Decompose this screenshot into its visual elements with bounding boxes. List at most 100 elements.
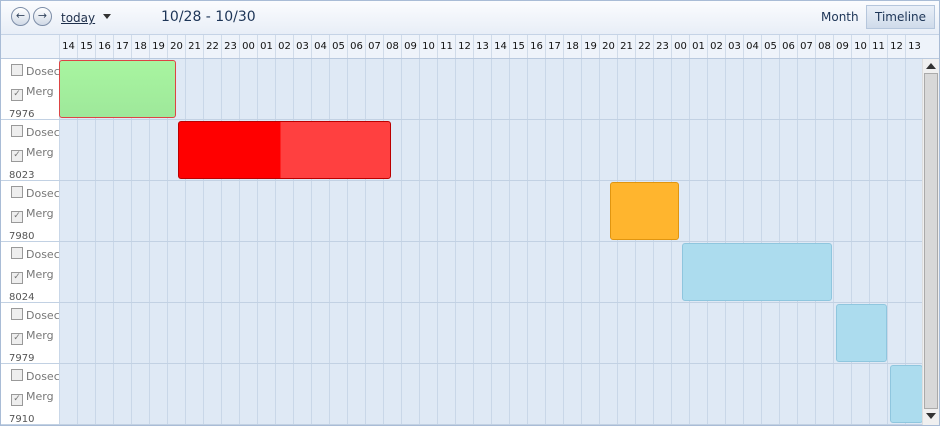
resource-row: Dosec ✓ Merg 7976 [1,59,59,120]
option-label: Dosec [26,309,59,322]
hour-label: 10 [419,35,437,58]
hour-label: 13 [905,35,923,58]
checkbox-option: ✓ Merg [11,390,54,406]
resource-id: 7980 [9,231,35,242]
checkbox-option: ✓ Merg [11,85,54,101]
hour-label: 16 [95,35,113,58]
checkbox-option: ✓ Merg [11,207,54,223]
hour-label: 19 [149,35,167,58]
checkbox-option: Dosec [11,125,59,139]
hour-label: 02 [275,35,293,58]
checkbox[interactable] [11,64,23,76]
hour-label: 21 [185,35,203,58]
next-button[interactable]: → [33,7,52,26]
checkbox[interactable]: ✓ [11,211,23,223]
resource-row: Dosec ✓ Merg 7910 [1,364,59,425]
checkbox[interactable] [11,247,23,259]
checkbox-option: Dosec [11,64,59,78]
resource-row: Dosec ✓ Merg 8023 [1,120,59,181]
toolbar: ← → today 10/28 - 10/30 Month Timeline [1,1,939,35]
hour-label: 08 [383,35,401,58]
hour-label: 11 [869,35,887,58]
hour-label: 01 [689,35,707,58]
checkbox[interactable] [11,125,23,137]
hour-label: 04 [311,35,329,58]
checkbox[interactable] [11,308,23,320]
dropdown-arrow[interactable] [103,14,111,19]
hour-label: 21 [617,35,635,58]
hour-label: 09 [833,35,851,58]
checkbox-option: Dosec [11,369,59,383]
event[interactable] [890,365,923,423]
prev-button[interactable]: ← [11,7,30,26]
checkbox[interactable]: ✓ [11,272,23,284]
hour-label: 15 [509,35,527,58]
checkbox[interactable]: ✓ [11,333,23,345]
hour-label: 20 [599,35,617,58]
hour-label: 08 [815,35,833,58]
hour-label: 09 [401,35,419,58]
row-line [59,241,923,242]
hour-label: 10 [851,35,869,58]
hour-label: 12 [887,35,905,58]
resource-row: Dosec ✓ Merg 7979 [1,303,59,364]
resource-row: Dosec ✓ Merg 7980 [1,181,59,242]
resource-column: Dosec ✓ Merg 7976 Dosec ✓ Merg 8023 Dosec ✓ Merg 79… [1,59,60,425]
scroll-thumb[interactable] [924,73,938,409]
event[interactable] [836,304,887,362]
hour-label: 02 [707,35,725,58]
option-label: Dosec [26,65,59,78]
hour-label: 17 [545,35,563,58]
option-label: Merg [26,85,54,98]
checkbox[interactable]: ✓ [11,150,23,162]
checkbox[interactable]: ✓ [11,89,23,101]
event[interactable] [682,243,832,301]
month-view[interactable]: Month [821,10,859,24]
option-label: Dosec [26,370,59,383]
event[interactable] [59,60,176,118]
event[interactable] [178,121,391,179]
scroll-down[interactable] [926,413,936,419]
hour-label: 23 [653,35,671,58]
timeline-view[interactable]: Timeline [866,5,936,29]
option-label: Dosec [26,126,59,139]
hour-label: 16 [527,35,545,58]
option-label: Merg [26,268,54,281]
checkbox[interactable] [11,369,23,381]
checkbox-option: Dosec [11,186,59,200]
hour-label: 22 [203,35,221,58]
today-link[interactable]: today [61,11,96,25]
checkbox-option: ✓ Merg [11,146,54,162]
hour-label: 07 [365,35,383,58]
scroll-up[interactable] [926,63,936,69]
hour-label: 00 [671,35,689,58]
resource-id: 7979 [9,353,35,364]
hour-label: 22 [635,35,653,58]
hour-label: 07 [797,35,815,58]
hour-label: 13 [473,35,491,58]
hour-label: 06 [347,35,365,58]
resource-id: 7910 [9,414,35,425]
hour-label: 23 [221,35,239,58]
checkbox-option: Dosec [11,247,59,261]
row-line [59,302,923,303]
hour-label: 15 [77,35,95,58]
timeline-grid [59,59,923,425]
checkbox[interactable] [11,186,23,198]
hour-label: 00 [239,35,257,58]
scrollbar[interactable] [922,59,939,425]
resource-id: 8024 [9,292,35,303]
hour-label: 19 [581,35,599,58]
checkbox-option: Dosec [11,308,59,322]
hour-label: 12 [455,35,473,58]
hour-label: 04 [743,35,761,58]
checkbox-option: ✓ Merg [11,329,54,345]
hour-label: 18 [131,35,149,58]
hour-label: 20 [167,35,185,58]
event[interactable] [610,182,679,240]
checkbox-option: ✓ Merg [11,268,54,284]
checkbox[interactable]: ✓ [11,394,23,406]
option-label: Merg [26,207,54,220]
row-line [59,119,923,120]
